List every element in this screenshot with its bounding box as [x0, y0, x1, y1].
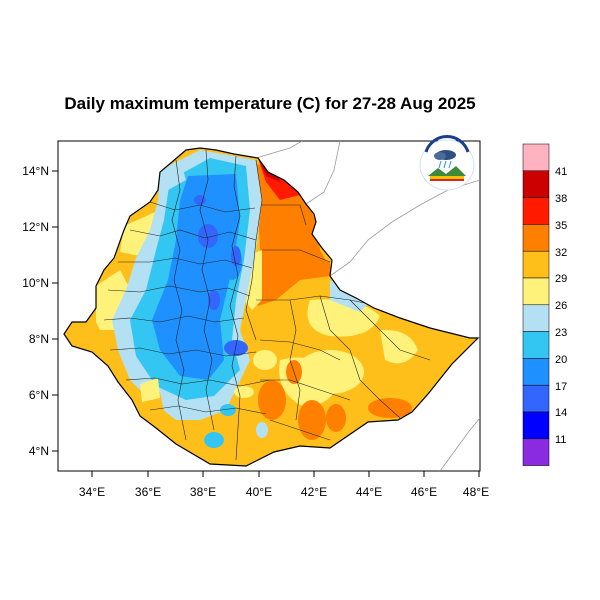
x-tick-label: 44°E: [356, 485, 382, 499]
legend-label: 26: [555, 300, 567, 312]
y-tick-label: 10°N: [22, 276, 49, 290]
map-title: Daily maximum temperature (C) for 27-28 …: [64, 94, 476, 113]
legend-swatch: [522, 277, 550, 306]
legend-colorbar: [522, 143, 550, 466]
legend-swatch: [522, 197, 550, 225]
legend-label: 14: [555, 407, 567, 419]
x-tick-label: 38°E: [190, 485, 216, 499]
y-tick-label: 8°N: [29, 332, 49, 346]
y-axis: 14°N 12°N 10°N 8°N 6°N 4°N: [22, 164, 58, 458]
legend-label: 35: [555, 220, 567, 232]
legend-label: 38: [555, 193, 567, 205]
x-tick-label: 42°E: [301, 485, 327, 499]
legend-label: 32: [555, 247, 567, 259]
legend-swatch: [522, 384, 550, 413]
legend-swatch: [522, 250, 550, 279]
y-tick-label: 4°N: [29, 444, 49, 458]
x-tick-label: 40°E: [246, 485, 272, 499]
legend-swatch: [522, 143, 550, 172]
legend-label: 20: [555, 354, 567, 366]
legend-labels: 41 38 35 32 29 26 23 20 17 14 11: [555, 166, 567, 446]
x-axis: 34°E 36°E 38°E 40°E 42°E 44°E 46°E 48°E: [79, 471, 489, 499]
y-tick-label: 6°N: [29, 388, 49, 402]
legend-label: 29: [555, 273, 567, 285]
legend-swatch: [522, 170, 550, 198]
y-tick-label: 12°N: [22, 220, 49, 234]
admin-boundaries: [103, 149, 431, 461]
x-tick-label: 48°E: [463, 485, 489, 499]
institute-logo: [419, 135, 475, 191]
x-tick-label: 46°E: [411, 485, 437, 499]
legend-label: 41: [555, 166, 567, 178]
legend-swatch: [522, 331, 550, 359]
y-tick-label: 14°N: [22, 164, 49, 178]
legend-label: 17: [555, 381, 567, 393]
legend-label: 23: [555, 327, 567, 339]
legend-swatch: [522, 411, 550, 440]
x-tick-label: 34°E: [79, 485, 105, 499]
legend-label: 11: [555, 434, 566, 446]
legend-swatch: [522, 438, 550, 466]
legend-swatch: [522, 304, 550, 332]
legend-swatch: [522, 358, 550, 386]
x-tick-label: 36°E: [135, 485, 161, 499]
legend-swatch: [522, 224, 550, 252]
